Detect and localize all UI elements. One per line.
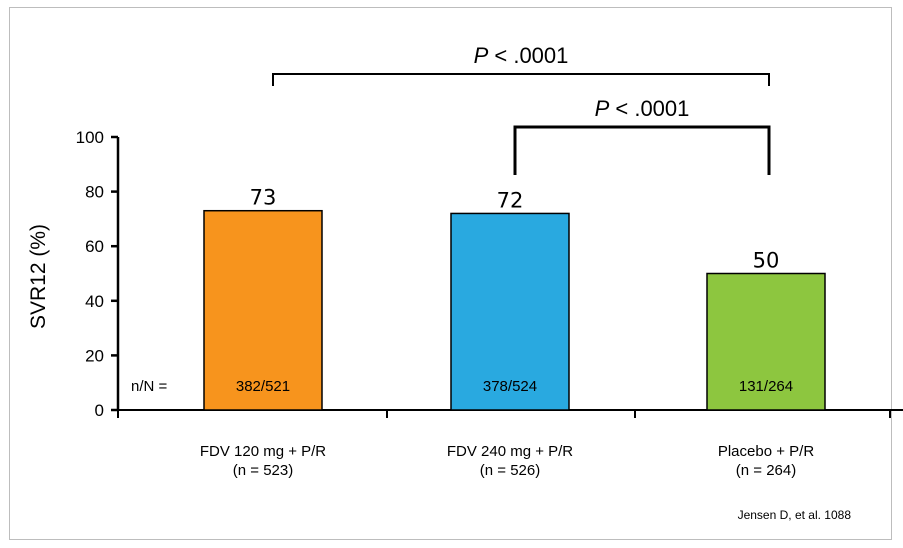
category-sublabel: (n = 523) [233,462,293,479]
category-label: FDV 240 mg + P/R [447,443,573,460]
bar-nN-label: 382/521 [236,378,290,395]
p-value-label: P < .0001 [474,43,569,68]
y-tick-label: 0 [95,401,104,420]
bar-nN-label: 131/264 [739,378,793,395]
y-tick-label: 20 [85,346,104,365]
significance-bracket [272,73,770,86]
citation-text: Jensen D, et al. 1088 [738,508,852,522]
bar-value-label: 50 [753,249,780,273]
y-tick-label: 100 [76,128,104,147]
significance-bracket [513,125,771,175]
p-value-rest: < .0001 [609,96,689,121]
nN-prefix-label: n/N = [131,378,168,395]
y-tick-label: 60 [85,237,104,256]
y-tick-label: 80 [85,183,104,202]
bar [203,209,323,411]
y-tick-label: 40 [85,292,104,311]
p-value-label: P < .0001 [595,96,690,121]
bar [706,272,826,411]
bar-value-label: 73 [250,186,277,210]
p-value-rest: < .0001 [488,43,568,68]
p-value-italic: P [595,96,610,121]
y-axis-title: SVR12 (%) [27,224,50,329]
category-label: Placebo + P/R [718,443,814,460]
category-sublabel: (n = 526) [480,462,540,479]
category-label: FDV 120 mg + P/R [200,443,326,460]
p-value-italic: P [474,43,489,68]
bar-nN-label: 378/524 [483,378,537,395]
category-sublabel: (n = 264) [736,462,796,479]
bar-value-label: 72 [497,188,524,212]
bar [450,212,570,411]
